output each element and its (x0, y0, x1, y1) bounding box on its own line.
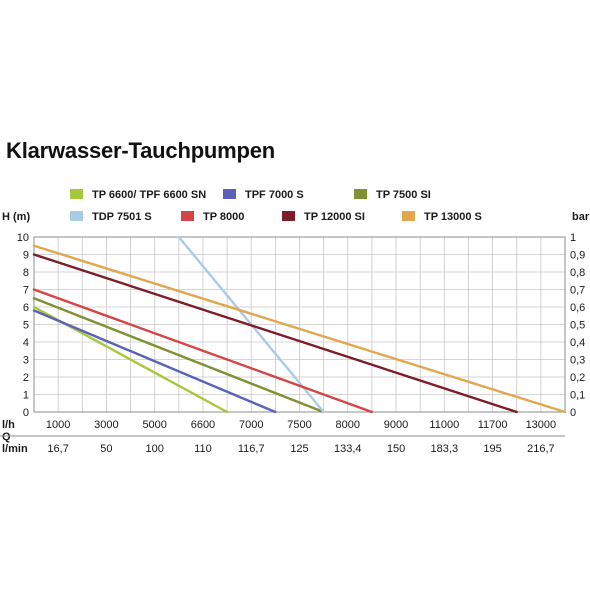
y-tick-label-right: 0,2 (570, 372, 585, 384)
y-tick-label-right: 0,8 (570, 267, 585, 279)
legend-swatch (282, 211, 295, 221)
legend-label: TP 13000 S (424, 211, 482, 223)
series-line (32, 288, 374, 414)
plot-frame (33, 236, 566, 413)
y-tick-label-right: 1 (570, 232, 576, 244)
y-tick-label-right: 0,3 (570, 355, 585, 367)
y-tick-label-right: 0,4 (570, 337, 585, 349)
legend-label: TP 12000 SI (304, 211, 365, 223)
x-tick-label-lh: 3000 (94, 419, 118, 431)
x-tick-label-lh: 13000 (526, 419, 557, 431)
y-tick-label-right: 0,5 (570, 320, 585, 332)
y-tick-label-left: 10 (17, 232, 29, 244)
y-tick-label-left: 9 (23, 250, 29, 262)
x-tick-label-lmin: 183,3 (431, 443, 459, 455)
q-label: Q (2, 431, 11, 443)
x-tick-label-lmin: 216,7 (527, 443, 555, 455)
y-axis-label-left: H (m) (2, 211, 30, 223)
series-line (32, 309, 277, 414)
legend-label: TDP 7501 S (92, 211, 152, 223)
x-tick-label-lh: 7000 (239, 419, 263, 431)
y-tick-label-left: 2 (23, 372, 29, 384)
y-tick-label-left: 6 (23, 302, 29, 314)
x-tick-label-lmin: 125 (290, 443, 308, 455)
legend-swatch (181, 211, 194, 221)
x-tick-label-lh: 6600 (191, 419, 215, 431)
y-tick-label-left: 4 (23, 337, 29, 349)
x-tick-label-lmin: 110 (194, 443, 212, 455)
legend-label: TPF 7000 S (245, 189, 304, 201)
legend-swatch (70, 211, 83, 221)
y-axis-label-right: bar (572, 211, 590, 223)
series-line (32, 244, 567, 414)
x-tick-label-lmin: 100 (146, 443, 164, 455)
y-tick-label-left: 3 (23, 355, 29, 367)
x-tick-label-lmin: 150 (387, 443, 405, 455)
legend-label: TP 6600/ TPF 6600 SN (92, 189, 206, 201)
y-tick-label-right: 0,9 (570, 250, 585, 262)
legend-swatch (70, 189, 83, 199)
y-tick-label-left: 1 (23, 390, 29, 402)
legend-swatch (402, 211, 415, 221)
x-tick-label-lmin: 133,4 (334, 443, 362, 455)
series-line (32, 297, 325, 414)
y-tick-label-left: 5 (23, 320, 29, 332)
legend-swatch (354, 189, 367, 199)
x-tick-label-lmin: 16,7 (47, 443, 68, 455)
legend-swatch (223, 189, 236, 199)
x-tick-label-lmin: 195 (483, 443, 501, 455)
chart-title: Klarwasser-Tauchpumpen (6, 138, 276, 163)
y-tick-label-left: 7 (23, 285, 29, 297)
x-unit-lmin: l/min (2, 443, 28, 455)
x-tick-label-lh: 11000 (429, 419, 459, 431)
y-tick-label-left: 0 (23, 407, 29, 419)
x-tick-label-lmin: 116,7 (238, 443, 265, 455)
x-tick-label-lh: 8000 (336, 419, 360, 431)
x-unit-lh: l/h (2, 419, 15, 431)
legend-label: TP 7500 SI (376, 189, 431, 201)
x-tick-label-lh: 5000 (142, 419, 166, 431)
series-line (32, 253, 518, 414)
x-tick-label-lmin: 50 (100, 443, 112, 455)
y-tick-label-right: 0 (570, 407, 576, 419)
x-tick-label-lh: 11700 (478, 419, 508, 431)
legend-label: TP 8000 (203, 211, 244, 223)
x-tick-label-lh: 1000 (46, 419, 70, 431)
y-tick-label-left: 8 (23, 267, 29, 279)
x-tick-label-lh: 7500 (287, 419, 311, 431)
y-tick-label-right: 0,6 (570, 302, 585, 314)
y-tick-label-right: 0,7 (570, 285, 585, 297)
y-tick-label-right: 0,1 (570, 390, 585, 402)
x-tick-label-lh: 9000 (384, 419, 408, 431)
